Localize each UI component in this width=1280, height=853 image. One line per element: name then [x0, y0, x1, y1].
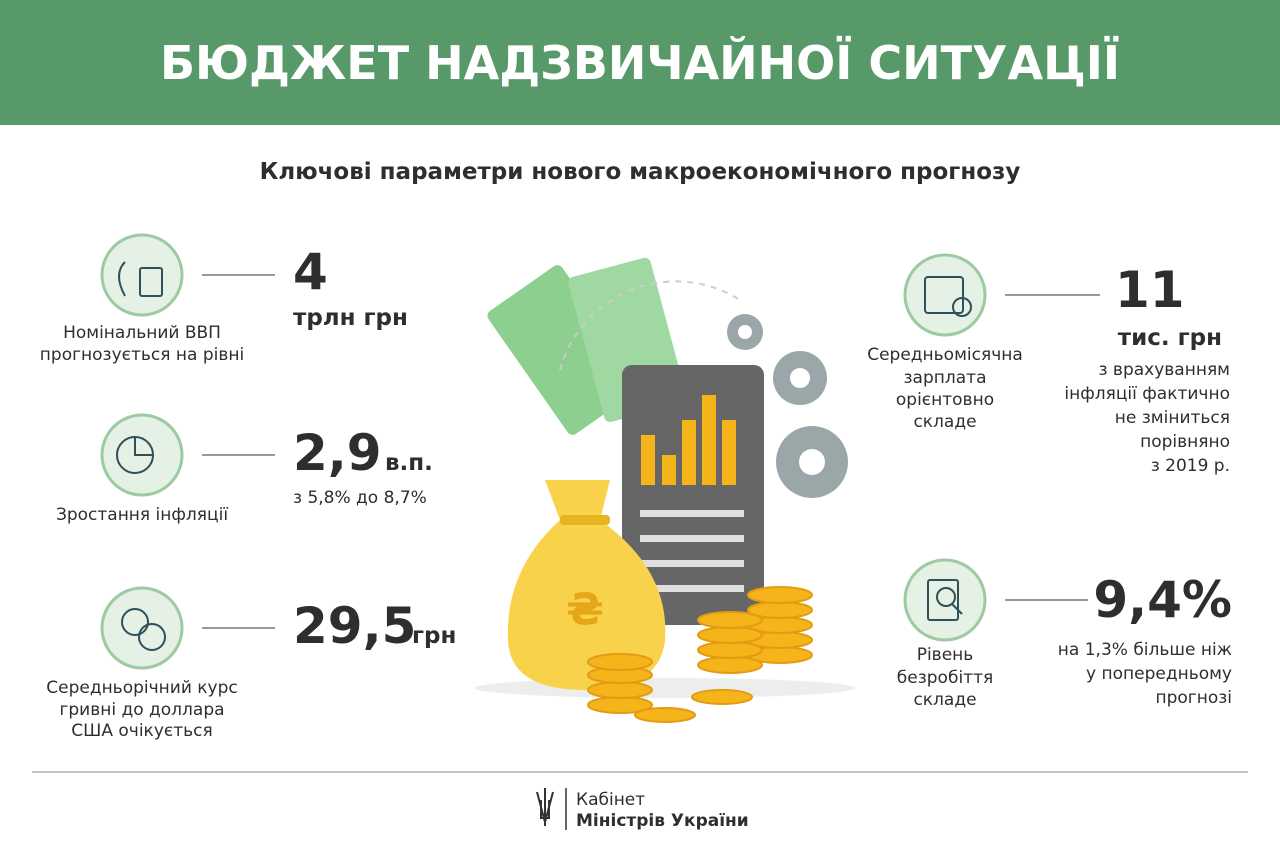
illustration-part	[640, 560, 744, 567]
icon-glyphs-part	[951, 603, 963, 615]
footer-line1: Кабінет	[576, 790, 645, 810]
icon-glyphs-part	[139, 267, 163, 297]
illustration-part-part	[697, 641, 763, 659]
illustration-part	[799, 449, 825, 475]
illustration-part	[475, 678, 855, 698]
note: порівняно	[1140, 432, 1230, 452]
label: гривні до доллара	[59, 700, 224, 720]
unit: трлн грн	[293, 305, 408, 331]
illustration-part	[507, 480, 666, 690]
illustration-part	[640, 510, 744, 517]
label: США очікується	[71, 721, 212, 741]
note: у попередньому	[1086, 664, 1232, 684]
illustration: ₴	[475, 257, 855, 723]
note: на 1,3% більше ніж	[1058, 640, 1232, 660]
illustration-part	[587, 586, 813, 723]
label: безробіття	[897, 668, 993, 688]
illustration-part	[640, 585, 744, 592]
label: Середньомісячна	[867, 345, 1023, 365]
illustration-part-part	[697, 626, 763, 644]
illustration-part	[662, 455, 676, 485]
icons-part	[903, 558, 987, 642]
icon-glyphs-part	[936, 587, 956, 607]
header-band	[0, 0, 1280, 125]
label: прогнозується на рівні	[40, 345, 244, 365]
icons-part	[903, 253, 987, 337]
illustration-part	[559, 280, 741, 371]
illustration-part	[790, 368, 810, 388]
illustration-part	[641, 435, 655, 485]
icon-glyphs-part	[121, 608, 149, 636]
illustration-part	[682, 420, 696, 485]
illustration-part	[640, 535, 744, 542]
illustration-part: ₴	[566, 585, 604, 636]
icon-glyphs-part	[924, 276, 964, 314]
subtitle: Ключові параметри нового макроекономічно…	[260, 159, 1021, 185]
note: не зміниться	[1115, 408, 1230, 428]
label: Середньорічний курс	[46, 678, 238, 698]
value: 4	[293, 243, 328, 301]
emblem	[536, 788, 554, 826]
illustration-part-part	[697, 611, 763, 629]
label: Рівень	[917, 645, 974, 665]
illustration-part	[722, 420, 736, 485]
illustration-part	[702, 395, 716, 485]
illustration-part-part	[697, 656, 763, 674]
illustration-part-part	[587, 653, 653, 671]
icon-glyphs-part	[927, 579, 959, 621]
unit: грн	[412, 623, 456, 649]
value: 29,5	[293, 597, 416, 655]
note: інфляції фактично	[1064, 384, 1230, 404]
label: складе	[913, 690, 976, 710]
illustration-part-part	[587, 681, 653, 699]
illustration-part-part	[691, 689, 753, 705]
label: зарплата	[904, 368, 987, 388]
icon-glyphs-part	[952, 297, 972, 317]
icon-glyphs-part	[138, 623, 166, 651]
header-title: БЮДЖЕТ НАДЗВИЧАЙНОЇ СИТУАЦІЇ	[160, 36, 1120, 90]
illustration-part-part	[634, 707, 696, 723]
note: з врахуванням	[1098, 360, 1230, 380]
value: 2,9	[293, 424, 382, 482]
value: 9,4%	[1093, 571, 1232, 629]
illustration-part	[560, 515, 610, 525]
note: прогнозі	[1155, 688, 1232, 708]
unit: в.п.	[385, 450, 433, 476]
unit: тис. грн	[1118, 325, 1222, 351]
label: Номінальний ВВП	[63, 323, 221, 343]
label: складе	[913, 412, 976, 432]
footer-line2: Міністрів України	[576, 811, 749, 831]
icon-glyphs-part	[118, 261, 126, 297]
icon-glyphs-part	[134, 437, 153, 456]
note: з 5,8% до 8,7%	[293, 488, 427, 508]
label: орієнтовно	[896, 390, 994, 410]
connector-lines	[202, 274, 1100, 629]
value: 11	[1115, 261, 1185, 319]
icon-glyphs	[116, 261, 972, 651]
icons-part	[100, 233, 184, 317]
illustration-part-part	[747, 586, 813, 604]
note: з 2019 р.	[1151, 456, 1230, 476]
illustration-part	[738, 325, 752, 339]
label: Зростання інфляції	[56, 505, 228, 525]
